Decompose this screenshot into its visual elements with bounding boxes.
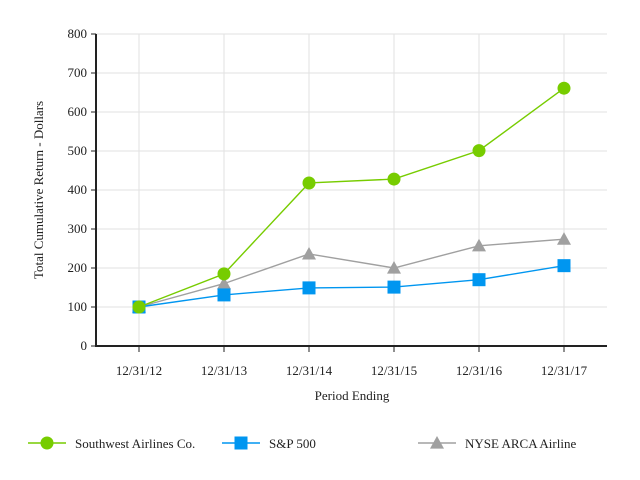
triangle-marker <box>217 276 231 290</box>
y-tick-label: 800 <box>68 26 88 41</box>
y-axis-ticks: 0 100 200 300 400 500 600 700 800 <box>68 26 96 353</box>
circle-marker <box>557 81 571 95</box>
y-tick-label: 400 <box>68 182 88 197</box>
circle-marker <box>217 267 231 281</box>
legend-label: S&P 500 <box>269 436 316 451</box>
square-marker <box>472 273 486 287</box>
circle-marker <box>387 172 401 186</box>
legend: Southwest Airlines Co. S&P 500 NYSE ARCA A… <box>28 436 576 451</box>
x-tick-label: 12/31/12 <box>116 363 162 378</box>
x-tick-label: 12/31/17 <box>541 363 588 378</box>
x-tick-label: 12/31/13 <box>201 363 247 378</box>
y-tick-label: 100 <box>68 299 88 314</box>
x-axis-ticks: 12/31/12 12/31/13 12/31/14 12/31/15 12/31/16… <box>116 346 588 378</box>
circle-marker <box>302 176 316 190</box>
square-marker <box>302 281 316 295</box>
x-tick-label: 12/31/16 <box>456 363 503 378</box>
grid <box>96 33 607 346</box>
x-tick-label: 12/31/14 <box>286 363 333 378</box>
legend-item: Southwest Airlines Co. <box>28 436 195 451</box>
series-line <box>138 87 565 308</box>
x-axis-label: Period Ending <box>315 388 390 403</box>
series-nyse-arca-airline <box>132 232 571 313</box>
circle-marker <box>40 436 54 450</box>
triangle-marker <box>472 238 486 252</box>
legend-item: S&P 500 <box>222 436 316 451</box>
series-southwest-airlines-co- <box>132 81 571 314</box>
y-tick-label: 600 <box>68 104 88 119</box>
x-tick-label: 12/31/15 <box>371 363 417 378</box>
square-marker <box>557 259 571 273</box>
square-marker <box>217 288 231 302</box>
triangle-marker <box>302 246 316 260</box>
legend-label: NYSE ARCA Airline <box>465 436 576 451</box>
y-tick-label: 500 <box>68 143 88 158</box>
series-line <box>138 264 565 308</box>
y-tick-label: 700 <box>68 65 88 80</box>
square-marker <box>234 436 248 450</box>
triangle-marker <box>557 232 571 245</box>
triangle-marker <box>430 436 444 449</box>
series-s-p-500 <box>132 259 571 314</box>
legend-item: NYSE ARCA Airline <box>418 436 576 451</box>
y-tick-label: 200 <box>68 260 88 275</box>
circle-marker <box>472 144 486 158</box>
circle-marker <box>132 300 146 314</box>
triangle-marker <box>387 261 401 274</box>
legend-label: Southwest Airlines Co. <box>75 436 195 451</box>
series-group <box>132 81 571 314</box>
y-tick-label: 0 <box>81 338 88 353</box>
y-axis-label: Total Cumulative Return - Dollars <box>31 101 46 279</box>
series-line <box>138 238 565 308</box>
y-tick-label: 300 <box>68 221 88 236</box>
square-marker <box>387 280 401 294</box>
